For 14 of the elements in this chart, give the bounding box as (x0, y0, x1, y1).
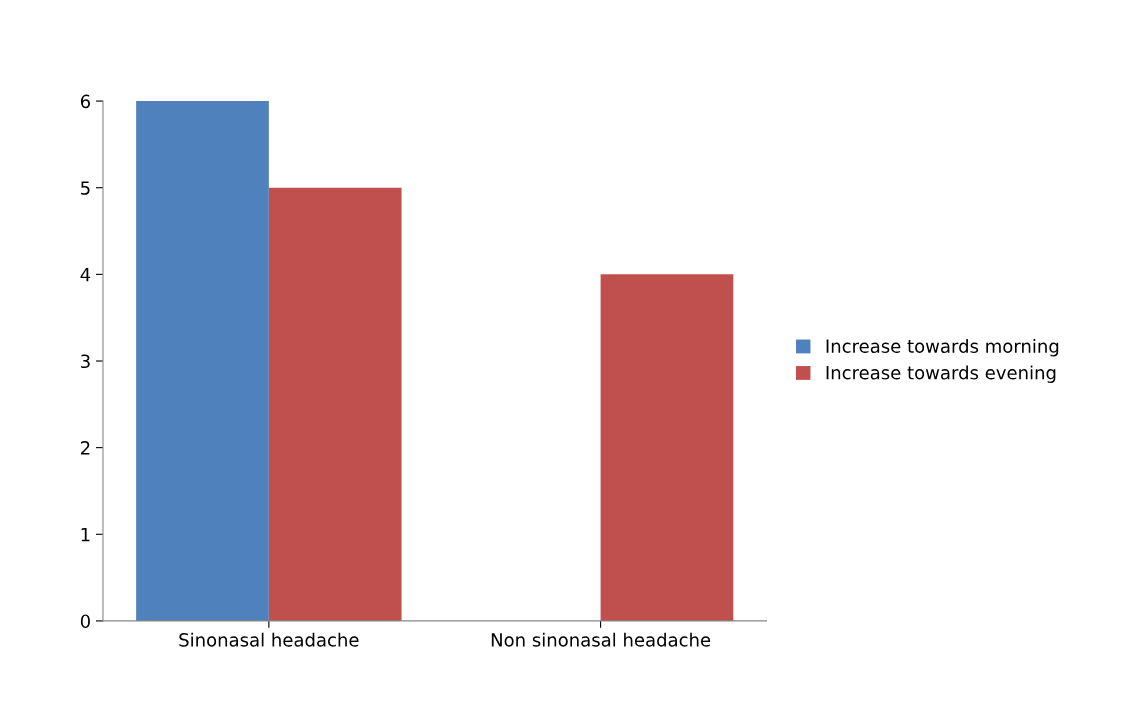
bar (600, 274, 734, 621)
x-tick-label: Sinonasal headache (179, 632, 359, 647)
bar (268, 187, 402, 621)
y-tick-label: 0 (80, 614, 90, 629)
y-tick-label: 2 (80, 441, 90, 455)
bar (136, 101, 269, 621)
legend-label: Increase towards evening (826, 365, 1056, 383)
y-tick-label: 5 (81, 181, 90, 195)
x-tick-label: Non sinonasal headache (491, 632, 711, 647)
y-tick-label: 1 (81, 527, 90, 542)
y-tick-label: 4 (80, 268, 91, 282)
legend-label: Increase towards morning (826, 339, 1059, 357)
y-tick-label: 6 (80, 94, 91, 109)
y-tick-label: 3 (81, 354, 90, 369)
